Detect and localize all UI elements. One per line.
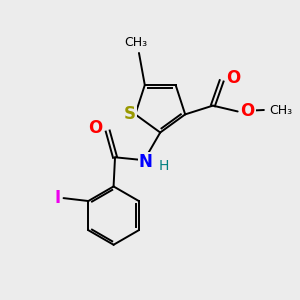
Text: S: S bbox=[124, 105, 136, 123]
Text: CH₃: CH₃ bbox=[124, 36, 148, 49]
Text: H: H bbox=[159, 159, 169, 173]
Text: I: I bbox=[55, 189, 61, 207]
Text: O: O bbox=[88, 119, 102, 137]
Text: O: O bbox=[241, 102, 255, 120]
Text: CH₃: CH₃ bbox=[270, 103, 293, 116]
Text: N: N bbox=[139, 153, 153, 171]
Text: O: O bbox=[226, 69, 240, 87]
